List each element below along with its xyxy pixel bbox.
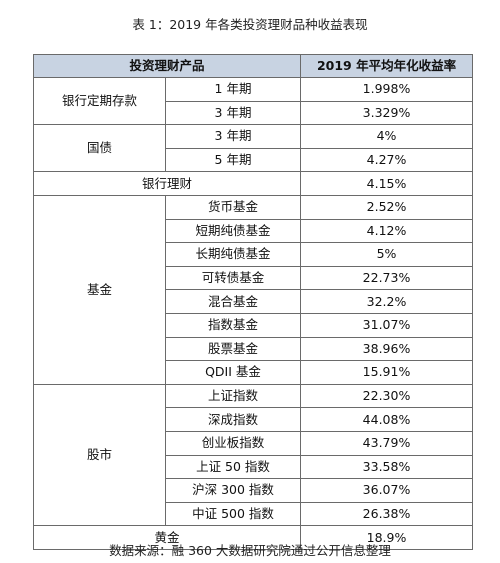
yield-table: 投资理财产品 2019 年平均年化收益率 银行定期存款 1 年期 1.998% 3 年… [32, 54, 474, 550]
yield-cell: 4.12% [300, 218, 474, 244]
table-row: 深成指数 44.08% [34, 407, 474, 432]
yield-cell: 33.58% [300, 454, 474, 480]
subproduct-cell: 创业板指数 [164, 430, 302, 456]
table-row: 沪深 300 指数 36.07% [34, 478, 474, 503]
table-row: 股市 上证指数 22.30% [33, 383, 474, 527]
subproduct-cell: 3 年期 [164, 124, 302, 149]
table-row: 长期纯债基金 5% [34, 242, 474, 267]
table-row: 短期纯债基金 4.12% [34, 218, 474, 244]
table-row: 上证 50 指数 33.58% [34, 454, 474, 480]
table-row: 指数基金 31.07% [34, 312, 474, 338]
table-caption: 表 1：2019 年各类投资理财品种收益表现 [132, 17, 368, 32]
yield-cell: 15.91% [300, 360, 474, 385]
yield-cell: 38.96% [300, 336, 474, 362]
table-row: 股票基金 38.96% [34, 336, 474, 362]
yield-cell: 2.52% [300, 194, 474, 220]
yield-cell: 32.2% [300, 289, 474, 314]
table-row: 3 年期 3.329% [34, 100, 474, 126]
table-row: 创业板指数 43.79% [34, 430, 474, 456]
subproduct-cell: 沪深 300 指数 [164, 478, 302, 503]
header-product: 投资理财产品 [32, 54, 302, 78]
yield-cell: 36.07% [300, 478, 474, 503]
data-source-note: 数据来源：融 360 大数据研究院通过公开信息整理 [109, 543, 391, 558]
table-row: 国债 3 年期 4% [33, 124, 474, 173]
yield-cell: 1.998% [300, 77, 474, 102]
category-cell: 股市 [33, 383, 166, 527]
subproduct-cell: 上证指数 [164, 383, 302, 409]
subproduct-cell: 短期纯债基金 [164, 218, 302, 244]
yield-cell: 3.329% [300, 100, 474, 126]
subproduct-cell: 指数基金 [164, 312, 302, 338]
yield-cell: 22.73% [300, 265, 474, 291]
category-cell: 黄金 [32, 525, 302, 550]
table-body: 银行定期存款 1 年期 1.998% 3 年期 3.329% 国债 3 年期 4% 5 年期 4.… [32, 76, 474, 550]
table-header-row: 投资理财产品 2019 年平均年化收益率 [32, 54, 474, 78]
category-cell: 基金 [33, 194, 166, 385]
yield-cell: 43.79% [300, 430, 474, 456]
subproduct-cell: 股票基金 [164, 336, 302, 362]
subproduct-cell: 3 年期 [164, 100, 302, 126]
subproduct-cell: QDII 基金 [164, 360, 302, 385]
yield-cell: 4.27% [300, 147, 474, 173]
subproduct-cell: 上证 50 指数 [164, 454, 302, 480]
yield-cell: 44.08% [300, 407, 474, 432]
yield-cell: 31.07% [300, 312, 474, 338]
yield-cell: 26.38% [300, 501, 474, 527]
table-row: 基金 货币基金 2.52% [33, 194, 474, 385]
yield-cell: 18.9% [300, 525, 474, 550]
category-cell: 国债 [33, 124, 166, 173]
subproduct-cell: 货币基金 [164, 194, 302, 220]
subproduct-cell: 可转债基金 [164, 265, 302, 291]
subproduct-cell: 中证 500 指数 [164, 501, 302, 527]
yield-cell: 5% [300, 242, 474, 267]
table-row: 中证 500 指数 26.38% [34, 501, 474, 527]
subproduct-cell: 混合基金 [164, 289, 302, 314]
table-row: 黄金 18.9% [32, 525, 474, 550]
category-cell: 银行理财 [32, 171, 302, 196]
subproduct-cell: 长期纯债基金 [164, 242, 302, 267]
table-row: 混合基金 32.2% [34, 289, 474, 314]
table-row: 银行定期存款 1 年期 1.998% [33, 76, 474, 126]
subproduct-cell: 5 年期 [164, 147, 302, 173]
subproduct-cell: 深成指数 [164, 407, 302, 432]
table-row: 银行理财 4.15% [32, 171, 474, 196]
subproduct-cell: 1 年期 [164, 77, 302, 102]
category-cell: 银行定期存款 [33, 76, 166, 126]
table-row: 可转债基金 22.73% [34, 265, 474, 291]
table-row: QDII 基金 15.91% [34, 360, 474, 385]
yield-cell: 22.30% [300, 383, 474, 409]
yield-cell: 4% [300, 124, 474, 149]
yield-cell: 4.15% [300, 171, 474, 196]
header-yield: 2019 年平均年化收益率 [300, 54, 474, 78]
